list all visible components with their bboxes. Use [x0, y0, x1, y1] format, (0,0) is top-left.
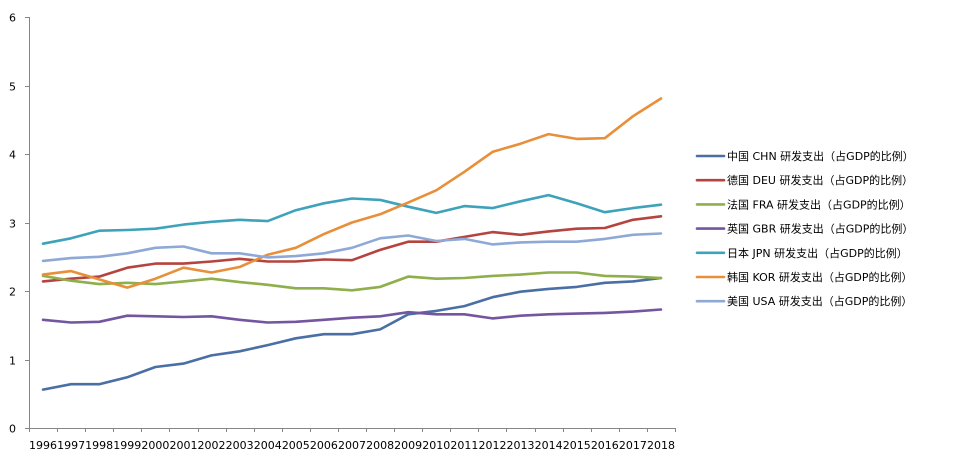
x-tick-label: 2006: [310, 439, 338, 452]
series-line-1: [41, 215, 663, 283]
x-tick-label: 2016: [591, 439, 619, 452]
x-tick-label: 2002: [198, 439, 226, 452]
x-tick-label: 2010: [422, 439, 450, 452]
y-tick-label: 2: [9, 286, 16, 299]
x-tick-label: 2000: [141, 439, 169, 452]
legend-label-4: 日本 JPN 研发支出（占GDP的比例）: [727, 246, 908, 260]
series-line-2: [41, 271, 663, 292]
x-tick-label: 2018: [647, 439, 675, 452]
series-line-6: [41, 232, 663, 263]
x-tick-label: 2004: [254, 439, 282, 452]
x-tick-label: 1997: [57, 439, 85, 452]
x-tick-label: 2003: [226, 439, 254, 452]
y-tick-label: 0: [9, 423, 16, 436]
x-tick-label: 2013: [507, 439, 535, 452]
series-lines: [41, 97, 663, 391]
legend-label-6: 美国 USA 研发支出（占GDP的比例）: [727, 294, 912, 308]
legend-label-3: 英国 GBR 研发支出（占GDP的比例）: [727, 222, 913, 236]
series-line-4: [41, 193, 663, 245]
x-tick-label: 2017: [619, 439, 647, 452]
x-tick-label: 2015: [563, 439, 591, 452]
legend-label-1: 德国 DEU 研发支出（占GDP的比例）: [727, 173, 913, 187]
legend: 中国 CHN 研发支出（占GDP的比例） 德国 DEU 研发支出（占GDP的比例）…: [695, 149, 914, 308]
x-tick-label: 2011: [450, 439, 478, 452]
legend-label-5: 韩国 KOR 研发支出（占GDP的比例）: [727, 270, 913, 284]
x-tick-label: 1999: [113, 439, 141, 452]
legend-label-2: 法国 FRA 研发支出（占GDP的比例）: [727, 197, 911, 211]
x-tick-label: 2008: [366, 439, 394, 452]
y-tick-label: 6: [9, 12, 16, 25]
y-tick-label: 4: [9, 149, 16, 162]
x-tick-label: 2001: [169, 439, 197, 452]
x-tick-label: 2009: [394, 439, 422, 452]
y-tick-label: 1: [9, 355, 16, 368]
x-tick-label: 1998: [85, 439, 113, 452]
series-line-0: [41, 276, 663, 391]
x-tick-label: 2014: [535, 439, 563, 452]
y-tick-label: 3: [9, 218, 16, 231]
series-line-3: [41, 308, 663, 324]
y-tick-label: 5: [9, 81, 16, 94]
series-line-5: [41, 97, 663, 289]
legend-label-0: 中国 CHN 研发支出（占GDP的比例）: [727, 149, 914, 163]
x-tick-label: 1996: [29, 439, 57, 452]
x-tick-label: 2012: [478, 439, 506, 452]
x-tick-label: 2007: [338, 439, 366, 452]
x-tick-label: 2005: [282, 439, 310, 452]
